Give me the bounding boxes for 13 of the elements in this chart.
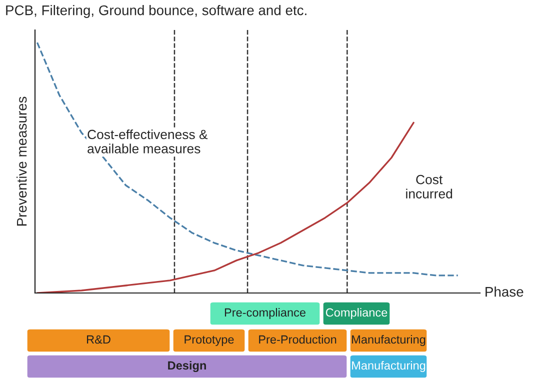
chart-title: PCB, Filtering, Ground bounce, software and etc. (6, 5, 306, 18)
text: Pre-Production (259, 334, 336, 344)
series-label: Cost incurred (406, 174, 452, 198)
text: Manufacturing (352, 334, 426, 346)
text: Pre-compliance (224, 308, 306, 319)
text: Manufacturing (352, 360, 426, 372)
y-axis-title: Preventive measures (16, 96, 27, 226)
text: Prototype (184, 335, 234, 346)
series-label: Cost-effectiveness & available measures (88, 129, 208, 154)
text: R&D (87, 335, 110, 344)
text: Compliance (326, 308, 388, 319)
x-axis-title: Phase (486, 286, 524, 297)
text: Design (168, 360, 206, 372)
